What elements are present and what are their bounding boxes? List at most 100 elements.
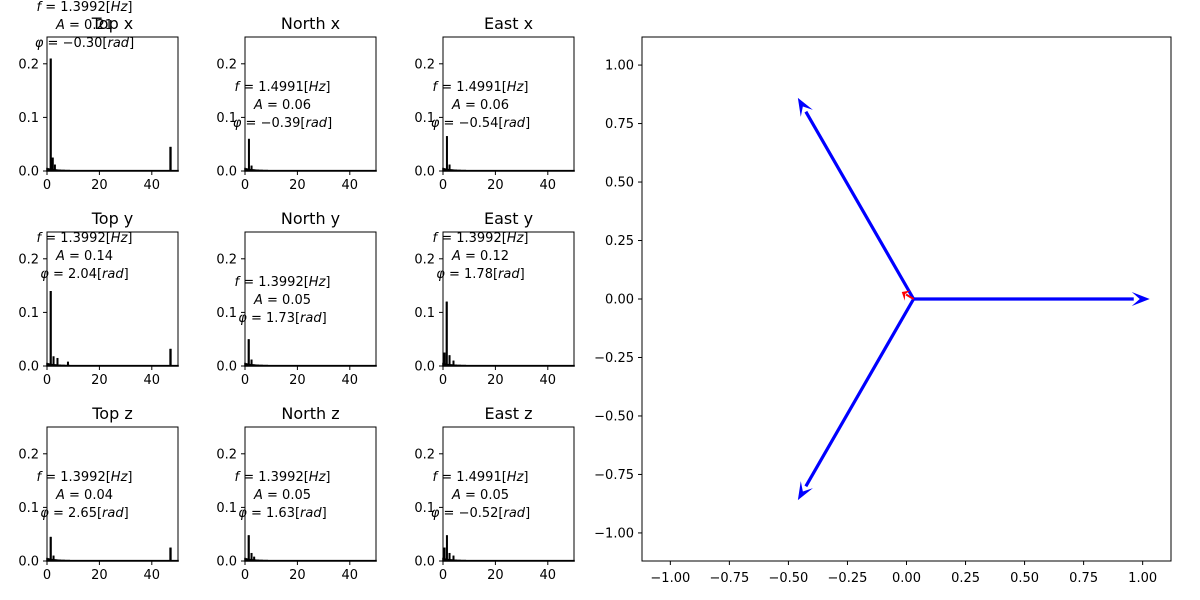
annotation-frequency: f = 1.4991[Hz] [433,470,529,485]
x-tick-label: 0 [439,178,447,193]
y-tick-label: 0.0 [414,555,435,570]
annotation-phase: φ = −0.30[rad] [35,36,134,51]
axes-frame [46,36,179,172]
y-tick-label: 0.1 [216,111,237,126]
spectrum-line [46,290,179,367]
y-tick-label: 0.1 [414,501,435,516]
annotation-frequency: f = 1.3992[Hz] [433,231,529,246]
x-tick-label: 0 [43,373,51,388]
y-tick-label: 0.50 [605,176,634,191]
arrow-head [797,97,813,117]
y-tick-label: −0.75 [594,468,634,483]
x-tick-label: 20 [487,568,504,583]
x-tick-label: 20 [289,178,306,193]
y-tick-label: 0.2 [18,57,39,72]
peak-annotation: f = 1.3992[Hz] A = 0.05 φ = 1.73[rad] [235,275,331,326]
x-tick-label: 40 [144,568,161,583]
panel-title: North y [281,209,340,228]
annotation-frequency: f = 1.4991[Hz] [433,80,529,95]
panel-title: Top x [91,14,134,33]
spectrum-line [442,301,575,367]
arrow-head [1131,292,1150,306]
x-tick-label: −0.75 [709,571,749,586]
spectrum-line [244,138,377,172]
y-tick-label: 0.0 [216,555,237,570]
axes-frame [244,426,377,562]
axes-frame [46,426,179,562]
peak-annotation: f = 1.3992[Hz] A = 0.14 φ = 2.04[rad] [37,231,133,282]
panel-title: East y [484,209,533,228]
quiver-panel: −1.00 −0.75 −0.50 −0.25 0.00 0.25 0.50 0.75 1.00… [594,36,1172,586]
x-tick-label: 20 [91,178,108,193]
annotation-amplitude: A = 0.06 [253,98,311,113]
axes-frame [442,426,575,562]
y-tick-label: 0.1 [216,501,237,516]
spectrum-panel: 0 20 40 0.0 0.1 0.2 North z f = 1.3992[Hz] A = 0… [216,404,377,583]
y-tick-label: 0.1 [216,306,237,321]
annotation-phase: φ = −0.39[rad] [233,116,332,131]
spectrum-panel: 0 20 40 0.0 0.1 0.2 North y f = 1.3992[Hz] A = 0… [216,209,377,388]
spectrum-panel: 0 20 40 0.0 0.1 0.2 Top xf = 1.3992[Hz] A = 0.2… [18,0,179,193]
x-tick-label: 40 [540,373,557,388]
axes-frame [244,231,377,367]
x-tick-label: 1.00 [1128,571,1157,586]
x-tick-label: 0 [439,373,447,388]
y-tick-label: 0.25 [605,234,634,249]
peak-annotation: f = 1.4991[Hz] A = 0.06 φ = −0.54[rad] [431,80,530,131]
x-tick-label: 40 [540,178,557,193]
x-tick-label: 40 [540,568,557,583]
annotation-phase: φ = 2.65[rad] [40,506,128,521]
peak-annotation: f = 1.3992[Hz] A = 0.05 φ = 1.63[rad] [235,470,331,521]
y-tick-label: 0.1 [18,306,39,321]
x-tick-label: 20 [91,373,108,388]
spectrum-line [244,535,377,562]
panel-title: Top z [91,404,132,423]
axes-frame [46,231,179,367]
y-tick-label: 0.0 [414,165,435,180]
spectrum-panel: 0 20 40 0.0 0.1 0.2 Top z f = 1.3992[Hz] A = 0.0… [18,404,179,583]
y-tick-label: 1.00 [605,59,634,74]
y-tick-label: 0.1 [414,306,435,321]
x-tick-label: −0.25 [828,571,868,586]
arrow-shaft [804,298,915,488]
x-tick-label: 20 [91,568,108,583]
annotation-amplitude: A = 0.06 [451,98,509,113]
spectrum-panel: 0 20 40 0.0 0.1 0.2 East z f = 1.4991[Hz] A = 0.… [414,404,575,583]
x-tick-label: 0.50 [1010,571,1039,586]
y-tick-label: −0.25 [594,351,634,366]
peak-annotation: f = 1.4991[Hz] A = 0.06 φ = −0.39[rad] [233,80,332,131]
y-tick-label: 0.2 [414,252,435,267]
y-tick-label: −0.50 [594,409,634,424]
x-tick-label: 0.75 [1069,571,1098,586]
peak-annotation: f = 1.4991[Hz] A = 0.05 φ = −0.52[rad] [431,470,530,521]
y-tick-label: 0.0 [414,360,435,375]
y-tick-label: 0.2 [216,252,237,267]
panel-title: Top y [91,209,134,228]
x-tick-label: 20 [289,568,306,583]
annotation-frequency: f = 1.3992[Hz] [37,231,133,246]
x-tick-label: 40 [144,178,161,193]
x-tick-label: 20 [487,178,504,193]
y-tick-label: −1.00 [594,526,634,541]
x-tick-label: 0 [241,178,249,193]
axes-frame [442,231,575,367]
spectrum-line [46,536,179,562]
x-tick-label: 40 [342,568,359,583]
y-tick-label: 0.2 [18,447,39,462]
panel-title: East x [484,14,533,33]
annotation-phase: φ = 1.73[rad] [238,311,326,326]
y-tick-label: 0.1 [18,111,39,126]
spectrum-line [46,58,179,172]
spectrum-panel: 0 20 40 0.0 0.1 0.2 East x f = 1.4991[Hz] A = 0.… [414,14,575,193]
y-tick-label: 0.0 [18,165,39,180]
axes-frame [244,36,377,172]
y-tick-label: 0.1 [414,111,435,126]
annotation-amplitude: A = 0.05 [253,293,311,308]
y-tick-label: 0.2 [216,447,237,462]
y-tick-label: 0.00 [605,293,634,308]
annotation-frequency: f = 1.3992[Hz] [37,0,133,15]
spectrum-line [244,339,377,367]
x-tick-label: 40 [144,373,161,388]
arrow-shaft [905,293,915,300]
